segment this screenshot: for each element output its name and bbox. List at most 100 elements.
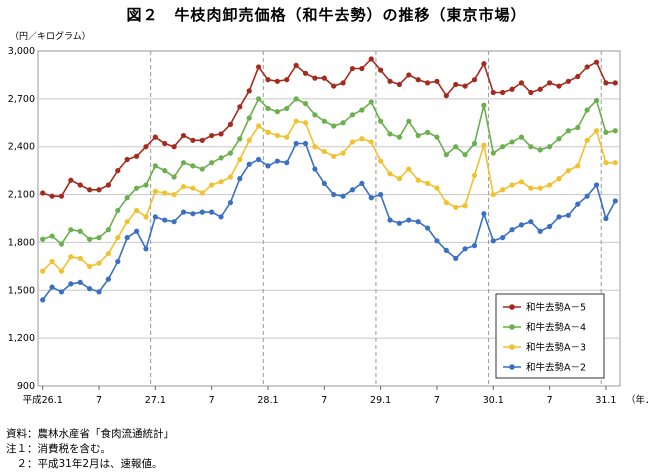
data-point (312, 75, 318, 81)
x-tick-label: 平成26.1 (23, 394, 63, 406)
data-point (565, 212, 571, 218)
data-point (302, 101, 309, 107)
data-point (378, 118, 384, 124)
data-point (209, 209, 215, 215)
data-point (312, 144, 318, 150)
x-tick-label: 29.1 (370, 395, 391, 406)
data-point (49, 284, 55, 290)
data-point (396, 176, 403, 182)
y-tick-label: 2,700 (8, 94, 35, 105)
data-point (162, 190, 168, 196)
x-tick-label: 7 (434, 395, 440, 406)
data-point (133, 185, 140, 191)
data-point (415, 219, 421, 225)
data-point (105, 250, 112, 257)
data-point (575, 124, 581, 131)
y-tick-label: 1,500 (8, 285, 35, 296)
data-point (593, 97, 600, 104)
data-point (265, 105, 271, 112)
source-note: 資料：農林水産省「食肉流通統計」 (6, 428, 174, 440)
data-point (199, 166, 205, 172)
data-point (481, 211, 487, 217)
data-point (575, 73, 581, 80)
series-a4 (40, 96, 618, 247)
data-point (603, 215, 609, 222)
legend-label: 和牛去勢A－5 (526, 302, 586, 314)
data-point (218, 179, 224, 185)
data-point (396, 220, 403, 226)
data-point (115, 168, 121, 174)
data-point (490, 89, 496, 96)
data-point (162, 168, 168, 174)
data-point (565, 78, 571, 84)
data-point (124, 219, 130, 225)
x-tick-label: 7 (321, 395, 327, 406)
data-point (321, 75, 327, 81)
data-point (593, 59, 600, 65)
data-point (40, 236, 46, 242)
data-point (462, 83, 468, 89)
data-point (265, 129, 271, 135)
data-point (481, 102, 487, 108)
data-point (518, 134, 525, 140)
data-point (546, 223, 553, 230)
data-point (556, 83, 562, 89)
x-tick-label: 31.1 (595, 395, 616, 406)
data-point (143, 246, 149, 252)
data-point (612, 198, 618, 204)
data-point (349, 139, 356, 145)
data-point (237, 156, 243, 163)
data-point (584, 137, 590, 143)
data-point (462, 203, 468, 209)
data-point (434, 238, 440, 244)
data-point (528, 219, 534, 225)
data-point (528, 185, 534, 191)
data-point (143, 144, 149, 150)
data-point (218, 155, 224, 161)
data-point (77, 255, 83, 261)
data-point (500, 89, 506, 96)
x-tick-label: 30.1 (483, 395, 504, 406)
data-point (133, 153, 140, 159)
legend-swatch-marker (509, 344, 515, 350)
data-point (199, 137, 205, 143)
x-tick-label: 7 (209, 395, 215, 406)
data-point (584, 193, 590, 199)
data-point (274, 109, 280, 115)
data-point (396, 81, 403, 88)
data-point (284, 160, 290, 166)
data-point (218, 131, 224, 137)
data-point (378, 158, 384, 164)
data-point (453, 204, 459, 210)
data-point (87, 286, 93, 292)
data-point (246, 137, 252, 143)
data-point (77, 228, 83, 234)
data-point (133, 228, 140, 234)
data-point (162, 140, 168, 147)
data-point (49, 233, 55, 239)
data-point (115, 258, 121, 265)
chart-title: 図２ 牛枝肉卸売価格（和牛去勢）の推移（東京市場） (126, 6, 527, 24)
data-point (406, 217, 412, 223)
data-point (387, 131, 393, 137)
series-a3 (40, 118, 618, 274)
data-point (424, 225, 431, 231)
data-point (368, 56, 374, 62)
data-point (378, 191, 384, 198)
data-point (312, 166, 318, 172)
data-point (509, 86, 515, 92)
data-point (152, 214, 158, 220)
x-tick-label: 7 (547, 395, 553, 406)
data-point (518, 80, 525, 86)
data-point (546, 182, 553, 188)
data-point (246, 88, 252, 94)
data-point (556, 136, 562, 142)
data-point (565, 168, 571, 174)
data-point (209, 182, 215, 188)
data-point (284, 105, 290, 112)
legend-swatch-marker (509, 364, 515, 370)
data-point (152, 163, 158, 169)
data-point (471, 77, 478, 83)
data-point (387, 171, 393, 177)
